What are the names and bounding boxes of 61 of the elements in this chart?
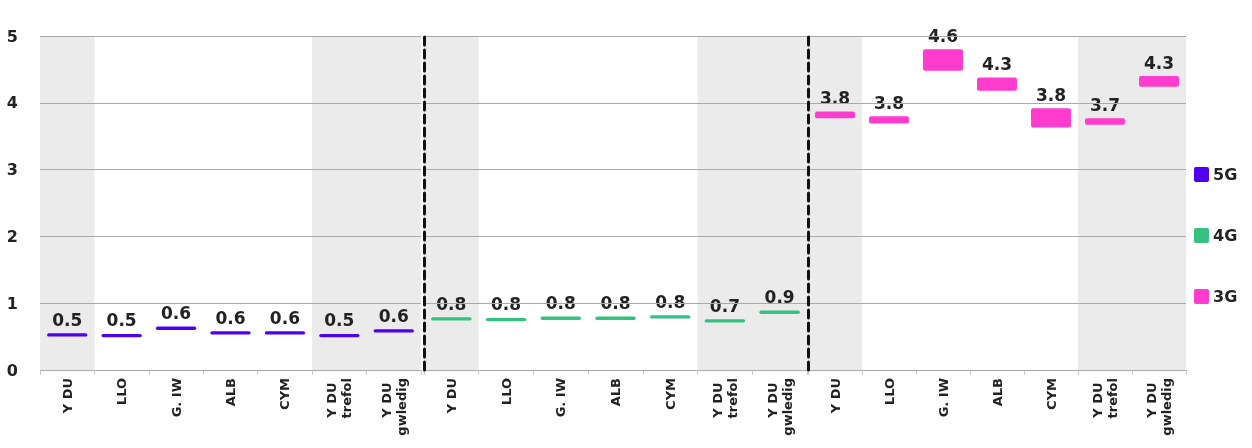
annotation: 0.5 (52, 309, 83, 330)
x-tick-label: CYM (662, 378, 678, 410)
x-tick-label: Y DU trefol (324, 378, 355, 419)
legend-label: 5G (1212, 165, 1238, 184)
annotation: 0.5 (324, 310, 355, 331)
x-tick-label: LLO (881, 378, 897, 406)
bar (210, 331, 251, 335)
annotation: 0.6 (269, 307, 300, 328)
x-tick-label: Y DU gwledig (764, 378, 795, 436)
bar (1031, 108, 1071, 128)
x-tick-label: Y DU trefol (1090, 378, 1120, 419)
x-tick-label: G. IW (935, 378, 951, 418)
bar (1139, 76, 1179, 87)
annotation: 0.6 (378, 305, 409, 326)
x-tick-label: Y DU trefol (709, 378, 740, 419)
legend-label: 3G (1212, 287, 1238, 306)
bar (373, 329, 414, 333)
bar (264, 331, 306, 335)
bar (319, 333, 360, 338)
x-tick-label: Y DU (443, 378, 459, 415)
bar (485, 317, 527, 322)
annotation: 0.5 (106, 310, 137, 331)
y-tick-label: 1 (6, 293, 18, 313)
x-tick-label: Y DU (827, 378, 843, 415)
x-tick-label: ALB (989, 378, 1005, 407)
x-tick-label: G. IW (553, 378, 569, 418)
y-tick-label: 2 (6, 226, 18, 246)
y-tick-label: 5 (6, 26, 18, 46)
bar (540, 316, 582, 320)
legend-label: 4G (1212, 226, 1238, 245)
x-tick-label: ALB (223, 378, 238, 407)
bar (815, 111, 855, 119)
y-tick-label: 3 (6, 160, 18, 180)
annotation: 0.9 (764, 287, 795, 308)
y-tick-label: 4 (6, 93, 18, 113)
bar (923, 49, 963, 71)
bar (977, 77, 1017, 91)
bar (759, 310, 800, 314)
x-tick-label: Y DU gwledig (378, 378, 409, 436)
annotation: 4.3 (981, 53, 1013, 74)
bar (155, 326, 197, 330)
x-tick-label: CYM (277, 378, 293, 410)
annotation: 0.6 (161, 303, 192, 324)
annotation: 3.8 (1035, 84, 1067, 105)
bar (649, 315, 691, 319)
bar (704, 319, 746, 323)
x-tick-label: LLO (498, 378, 514, 406)
x-tick-label: G. IW (168, 378, 184, 418)
bar (1085, 118, 1125, 125)
x-tick-label: LLO (114, 378, 130, 406)
bar (431, 317, 472, 321)
y-tick-label: 0 (6, 360, 18, 380)
bar (47, 333, 88, 337)
bar (595, 316, 636, 320)
annotation: 0.6 (215, 307, 246, 328)
x-tick-label: Y DU (59, 378, 75, 415)
x-tick-label: ALB (608, 378, 623, 407)
bar (869, 116, 909, 124)
x-tick-label: CYM (1043, 378, 1059, 410)
annotation: 4.3 (1143, 52, 1175, 73)
x-tick-label: Y DU gwledig (1144, 378, 1174, 436)
